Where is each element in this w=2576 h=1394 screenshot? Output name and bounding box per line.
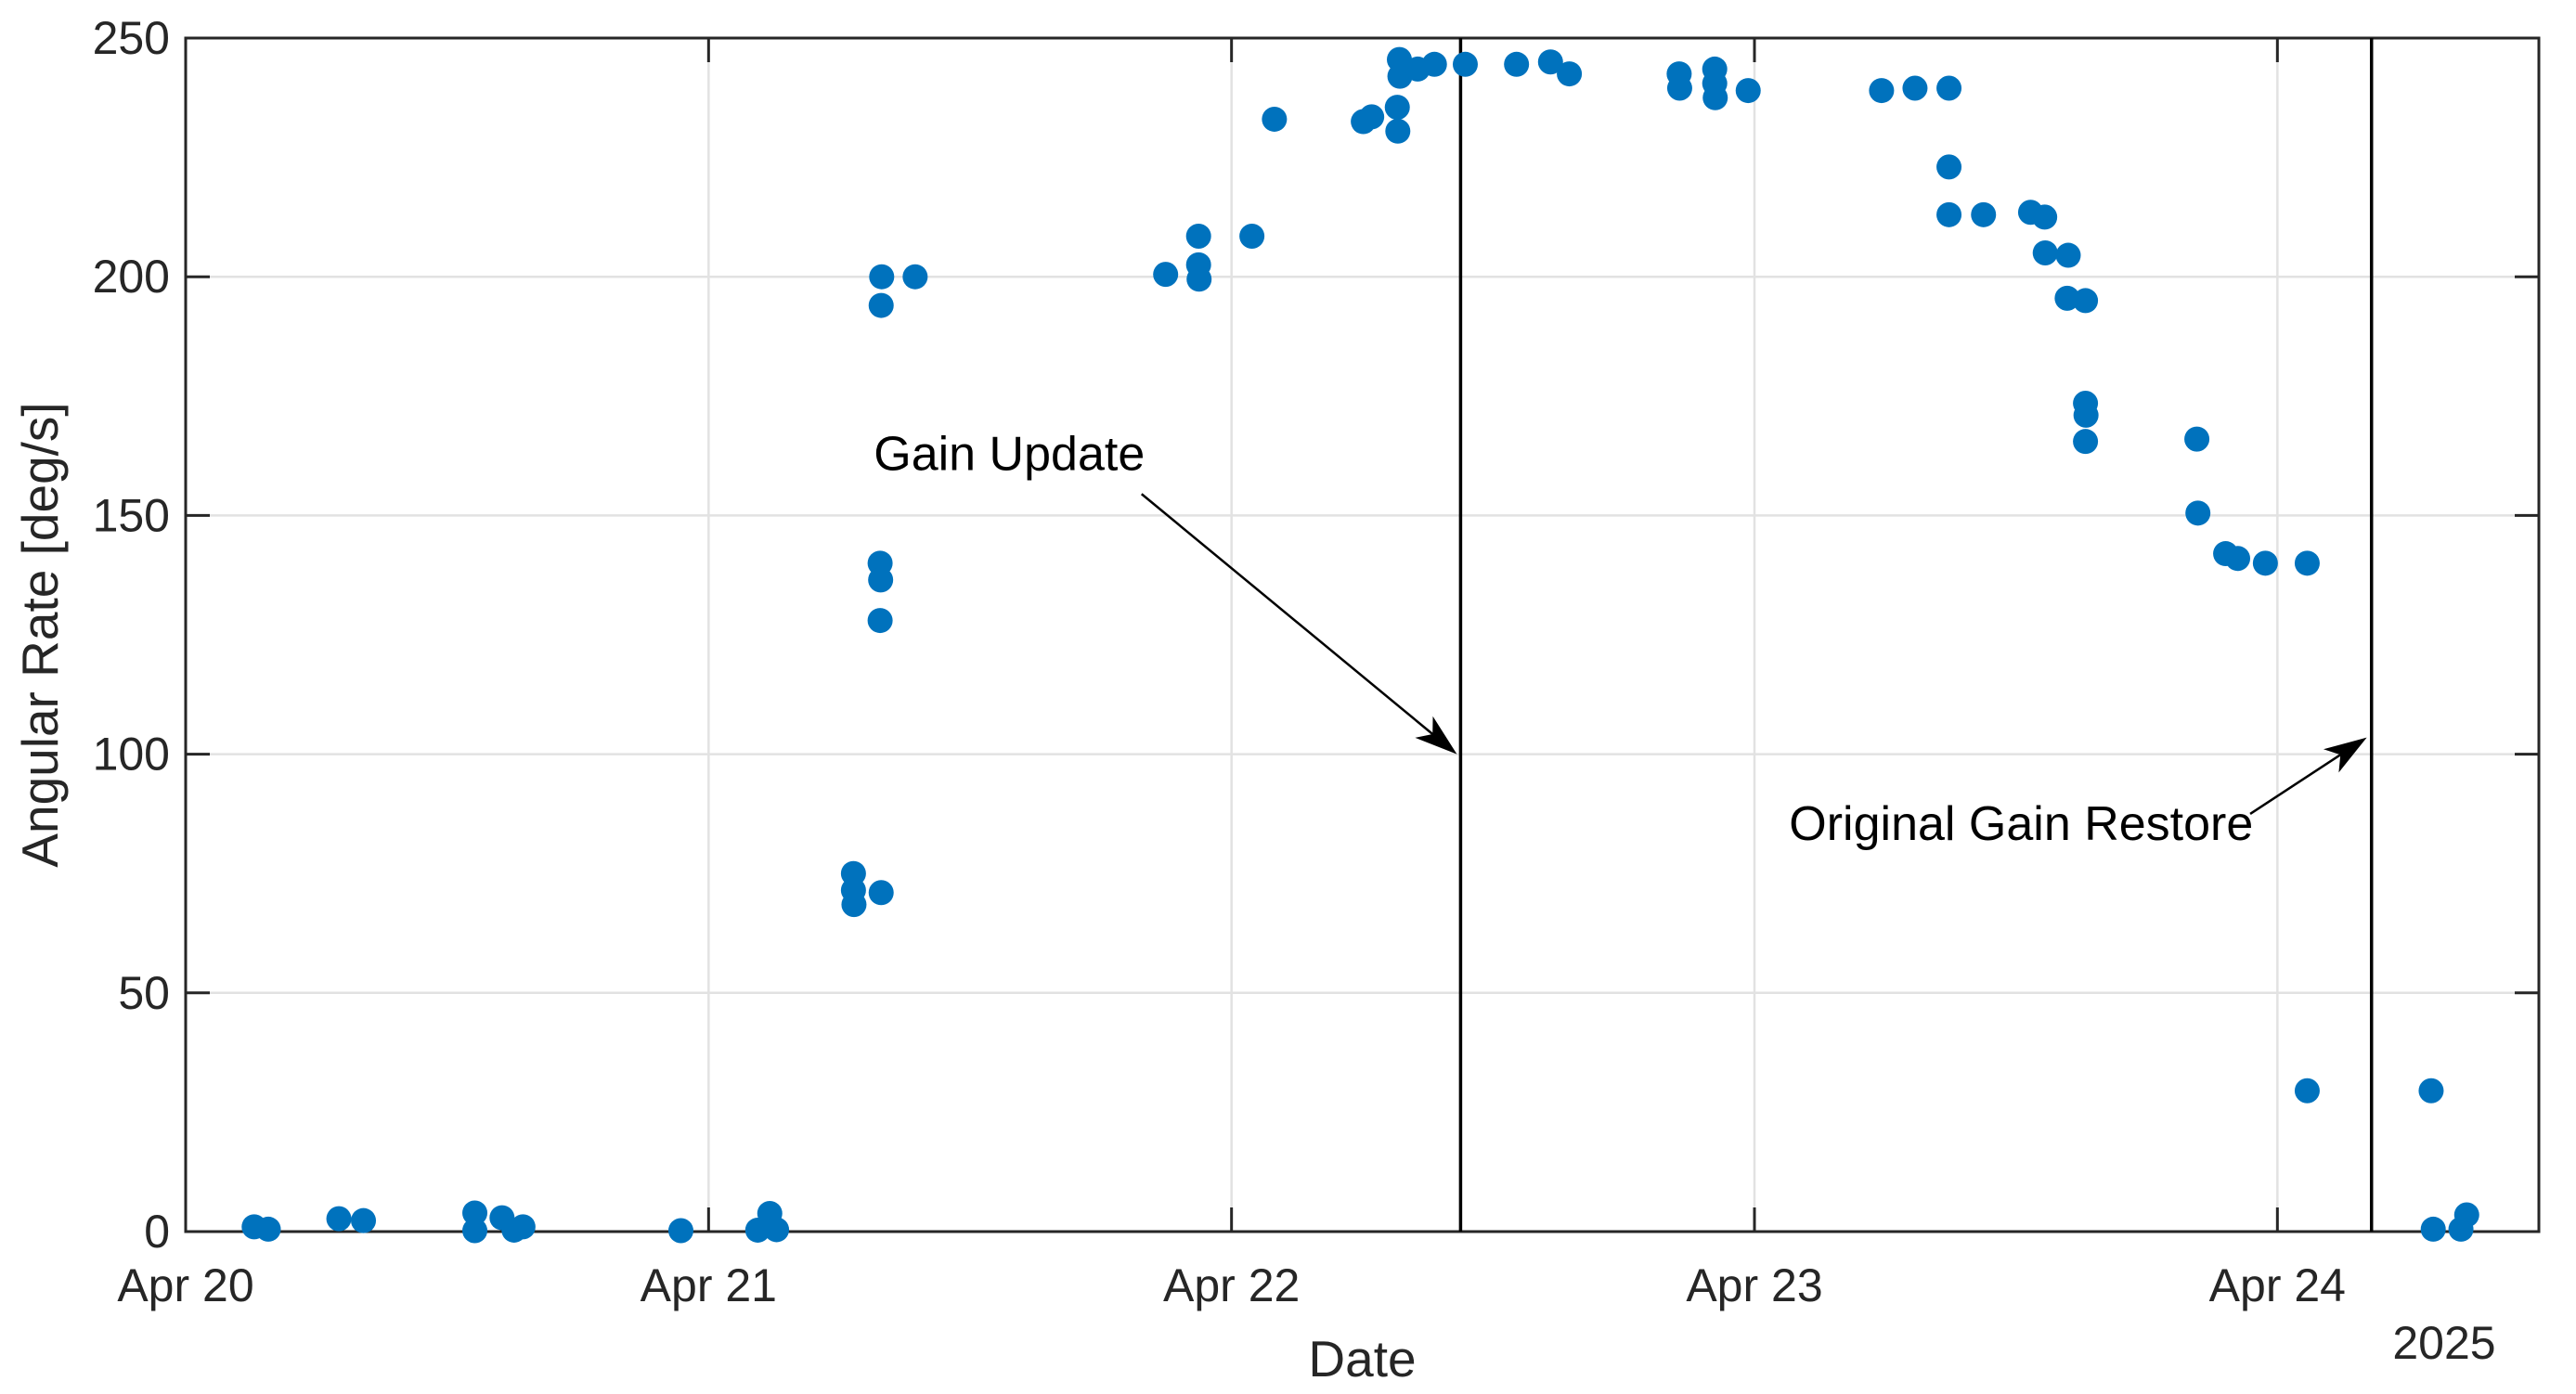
y-tick-label: 200 — [93, 251, 170, 303]
y-tick-label: 0 — [144, 1206, 170, 1258]
gain-update-arrow-line — [1140, 493, 1437, 738]
data-point — [351, 1207, 377, 1233]
y-axis-label: Angular Rate [deg/s] — [11, 402, 69, 867]
annotation-original-gain-restore-text: Original Gain Restore — [1789, 797, 2253, 851]
data-point — [2032, 204, 2058, 230]
data-point — [902, 264, 928, 290]
data-point — [1185, 223, 1211, 249]
data-point — [2294, 550, 2320, 576]
data-point — [1153, 262, 1179, 288]
data-point — [1421, 51, 1447, 77]
data-point — [2055, 242, 2081, 268]
data-point — [2252, 550, 2278, 576]
data-point — [868, 567, 894, 593]
data-point — [1537, 49, 1563, 75]
data-point — [1385, 118, 1411, 144]
x-tick-label: Apr 23 — [1686, 1259, 1822, 1311]
data-point — [2453, 1202, 2479, 1228]
y-tick-label: 150 — [93, 489, 170, 541]
y-tick-label: 250 — [93, 12, 170, 64]
data-point — [2054, 285, 2080, 311]
data-point — [868, 292, 894, 318]
data-point — [1735, 78, 1761, 104]
data-point — [868, 880, 894, 906]
data-point — [462, 1218, 488, 1244]
data-point — [2420, 1216, 2446, 1242]
data-point — [2073, 429, 2099, 455]
x-axis-year-label: 2025 — [2392, 1317, 2495, 1369]
x-tick-label: Apr 21 — [641, 1259, 777, 1311]
data-point — [2294, 1078, 2320, 1104]
plot-border — [184, 36, 2541, 1233]
data-point — [1902, 75, 1928, 101]
data-point — [510, 1214, 536, 1240]
data-point — [255, 1216, 281, 1242]
data-point — [2184, 426, 2210, 452]
data-point — [2418, 1078, 2444, 1104]
data-point — [1557, 61, 1583, 87]
data-point — [2225, 546, 2251, 572]
data-point — [1452, 51, 1478, 77]
data-point — [1936, 154, 1962, 180]
data-point — [841, 892, 867, 918]
data-point — [1262, 106, 1288, 132]
data-point — [326, 1206, 352, 1232]
data-point — [1936, 201, 1962, 227]
data-point — [1504, 51, 1530, 77]
data-point — [869, 264, 895, 290]
data-point — [1936, 75, 1962, 101]
data-point — [1702, 84, 1728, 110]
data-point — [1869, 78, 1895, 104]
gain-update-arrow-head — [1415, 716, 1457, 755]
data-point — [1384, 95, 1410, 121]
data-point — [1971, 201, 1997, 227]
x-tick-label: Apr 24 — [2209, 1259, 2346, 1311]
annotation-gain-update-text: Gain Update — [874, 428, 1145, 482]
data-point — [2073, 402, 2099, 428]
data-point — [1359, 104, 1385, 130]
data-point — [867, 608, 893, 634]
data-point — [2073, 288, 2099, 314]
data-point — [2185, 500, 2211, 526]
data-point — [1186, 266, 1212, 292]
x-axis-label: Date — [1308, 1330, 1416, 1388]
data-point — [764, 1217, 790, 1243]
data-point — [462, 1200, 488, 1226]
x-tick-label: Apr 20 — [117, 1259, 253, 1311]
data-point — [2032, 239, 2058, 265]
data-point — [1666, 75, 1692, 101]
data-point — [667, 1218, 693, 1244]
y-tick-label: 50 — [118, 967, 170, 1019]
y-tick-label: 100 — [93, 729, 170, 781]
original-gain-restore-arrow-line — [2249, 751, 2345, 815]
data-point — [1239, 223, 1265, 249]
x-tick-label: Apr 22 — [1163, 1259, 1300, 1311]
original-gain-restore-arrow-head — [2323, 737, 2367, 773]
